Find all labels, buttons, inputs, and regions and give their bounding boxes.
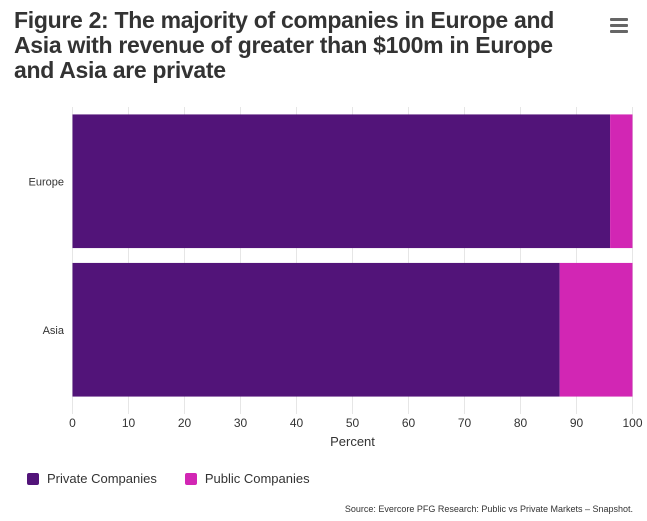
legend-swatch-public <box>184 472 197 485</box>
bar-public-companies-asia <box>559 262 633 397</box>
legend-label-private: Private Companies <box>47 471 157 486</box>
x-tick-label: 90 <box>570 416 584 430</box>
x-tick-label: 70 <box>458 416 472 430</box>
x-tick-label: 50 <box>346 416 360 430</box>
x-tick-label: 10 <box>122 416 136 430</box>
x-tick-label: 30 <box>234 416 248 430</box>
x-tick-label: 60 <box>402 416 416 430</box>
legend-label-public: Public Companies <box>204 471 310 486</box>
x-axis-label: Percent <box>330 434 375 449</box>
legend-swatch-private <box>27 472 39 485</box>
source-note: Source: Evercore PFG Research: Public vs… <box>344 504 633 514</box>
legend: Private Companies Public Companies <box>27 471 310 486</box>
chart-plot: 0 10 20 30 40 50 60 70 80 90 100 Percent Europe Asia <box>29 107 643 449</box>
bar-private-companies-asia <box>72 262 560 397</box>
bar-private-companies-europe <box>72 114 611 249</box>
hamburger-menu-icon[interactable] <box>610 18 628 34</box>
legend-item-private[interactable]: Private Companies <box>27 471 157 486</box>
legend-item-public[interactable]: Public Companies <box>184 471 310 486</box>
bar-public-companies-europe <box>610 114 633 249</box>
x-tick-label: 0 <box>69 416 76 430</box>
x-tick-label: 40 <box>290 416 304 430</box>
y-category-label: Europe <box>29 176 64 188</box>
chart-title: Figure 2: The majority of companies in E… <box>14 7 554 83</box>
y-category-label: Asia <box>43 325 65 337</box>
x-tick-label: 100 <box>622 416 642 430</box>
x-tick-label: 80 <box>514 416 528 430</box>
x-tick-label: 20 <box>178 416 192 430</box>
